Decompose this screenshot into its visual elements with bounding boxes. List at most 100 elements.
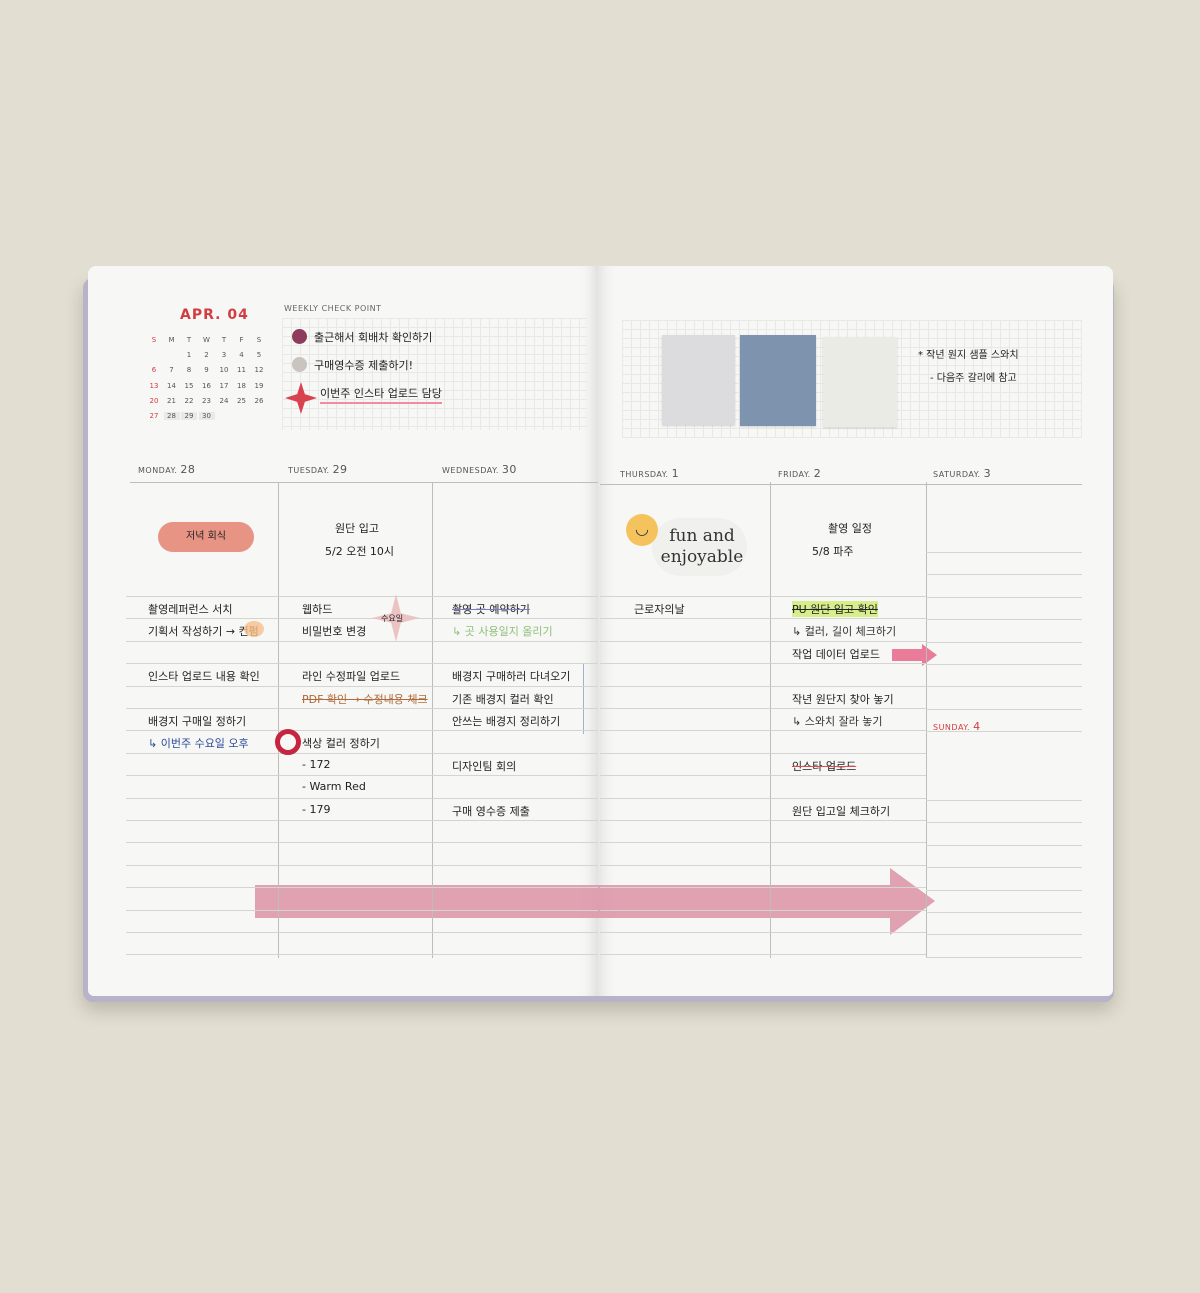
task-text[interactable]: 웹하드 [302, 603, 333, 616]
task-text[interactable]: 구매 영수증 제출 [452, 804, 530, 818]
weekly-check-item[interactable]: 출근해서 회배차 확인하기 [314, 331, 433, 344]
row-line [600, 887, 926, 889]
calendar-day[interactable]: 26 [254, 396, 264, 405]
calendar-day[interactable]: 18 [237, 381, 246, 390]
red-circle-sticker [275, 729, 301, 755]
row-line [126, 932, 598, 933]
task-text[interactable]: 인스타 업로드 [792, 759, 857, 773]
row-line [926, 619, 1082, 621]
row-line [126, 596, 598, 597]
task-text[interactable]: ↳ 이번주 수요일 오후 [148, 737, 249, 751]
row-line [600, 932, 926, 933]
calendar-day[interactable]: 9 [204, 366, 209, 375]
task-text[interactable]: ↳ 곳 사용일지 올리기 [452, 625, 553, 639]
calendar-day[interactable]: 29 [181, 412, 197, 421]
fabric-swatch [740, 335, 816, 426]
calendar-weekday: S [256, 336, 262, 344]
calendar-day[interactable]: 25 [237, 396, 246, 405]
task-text[interactable]: ↳ 컬러, 길이 체크하기 [792, 625, 897, 639]
task-text[interactable]: 기획서 작성하기 → 컨펌 [148, 625, 259, 639]
calendar-day[interactable]: 22 [184, 396, 194, 405]
row-line [600, 618, 926, 620]
row-line [126, 954, 598, 956]
calendar-day[interactable]: 2 [204, 351, 209, 359]
row-line [600, 752, 926, 754]
calendar-day[interactable]: 11 [237, 366, 246, 375]
calendar-day[interactable]: 17 [219, 381, 229, 390]
calendar-day[interactable]: 6 [151, 366, 157, 375]
task-text[interactable]: - Warm Red [302, 780, 366, 794]
task-text[interactable]: 배경지 구매일 정하기 [148, 715, 247, 728]
calendar-day[interactable]: 15 [184, 381, 194, 390]
weekly-check-item[interactable]: 구매영수증 제출하기! [314, 359, 413, 372]
calendar-day[interactable]: 16 [202, 381, 211, 390]
row-line [126, 887, 598, 889]
task-text[interactable]: 비밀번호 변경 [302, 625, 367, 639]
task-text[interactable]: - 172 [302, 757, 331, 771]
calendar-weekday: T [186, 336, 192, 344]
smiley-icon: ◡ [626, 514, 658, 546]
task-text[interactable]: 디자인팀 회의 [452, 759, 517, 773]
day-label: FRIDAY. [778, 470, 811, 479]
row-line [126, 618, 598, 620]
day-header-saturday: SATURDAY. 3 [933, 467, 991, 480]
calendar-weekday: T [221, 336, 227, 344]
task-text[interactable]: 배경지 구매하러 다녀오기 [452, 670, 571, 684]
calendar-day[interactable]: 20 [149, 396, 159, 405]
orange-highlight [244, 621, 264, 637]
calendar-day[interactable]: 8 [186, 366, 192, 375]
gray-dot-icon [292, 357, 307, 372]
calendar-day[interactable]: 5 [256, 351, 262, 359]
task-text[interactable]: PDF 확인 → 수정내용 체크 [302, 692, 428, 706]
calendar-day[interactable]: 24 [219, 396, 229, 405]
task-text[interactable]: - 179 [302, 802, 331, 816]
weekly-check-label: WEEKLY CHECK POINT [284, 304, 382, 313]
day-number: 4 [973, 720, 981, 733]
row-line [126, 820, 598, 821]
calendar-day[interactable]: 23 [202, 396, 211, 405]
task-text[interactable]: 근로자의날 [634, 603, 685, 616]
row-line [600, 864, 926, 866]
calendar-day[interactable]: 30 [198, 412, 215, 421]
task-text[interactable]: 원단 입고일 체크하기 [792, 804, 891, 818]
task-text[interactable]: 안쓰는 배경지 정리하기 [452, 715, 561, 728]
row-line [600, 797, 926, 799]
pink-arrow-sticker [255, 868, 935, 935]
row-line [600, 820, 926, 821]
task-text[interactable]: 작년 원단지 찾아 놓기 [792, 692, 894, 706]
task-text[interactable]: PU 원단 입고 확인 [792, 601, 878, 617]
calendar-day[interactable]: 27 [149, 412, 159, 421]
day-number: 28 [180, 463, 196, 476]
task-text[interactable]: 인스타 업로드 내용 확인 [148, 670, 260, 684]
task-text[interactable]: 기존 배경지 컬러 확인 [452, 692, 554, 706]
calendar-day[interactable]: 19 [254, 381, 264, 390]
weekly-check-item[interactable]: 이번주 인스타 업로드 담당 [320, 385, 442, 404]
task-text[interactable]: 라인 수정파일 업로드 [302, 670, 401, 684]
fabric-swatch [823, 337, 897, 427]
task-text[interactable]: ↳ 스와치 잘라 놓기 [792, 715, 883, 728]
task-text[interactable]: 색상 컬러 정하기 [302, 737, 380, 751]
calendar-day[interactable]: 21 [167, 396, 176, 405]
sticker-bubble [652, 518, 747, 576]
swatch-note-2: - 다음주 갈리에 참고 [930, 373, 1017, 384]
calendar-day[interactable]: 4 [239, 351, 244, 359]
calendar-weekday: F [239, 336, 244, 344]
calendar-day[interactable]: 1 [186, 351, 192, 359]
calendar-day[interactable]: 13 [149, 381, 159, 390]
row-line [126, 730, 598, 732]
row-line [926, 889, 1082, 891]
row-line [926, 686, 1082, 688]
calendar-weekday: W [203, 336, 210, 344]
calendar-day[interactable]: 7 [169, 366, 174, 375]
calendar-day[interactable]: 3 [221, 351, 227, 359]
calendar-day[interactable]: 10 [219, 366, 229, 375]
calendar-day[interactable]: 12 [254, 366, 264, 375]
calendar-day[interactable]: 14 [167, 381, 176, 390]
day-header-thursday: THURSDAY. 1 [620, 467, 679, 480]
calendar-weekday: S [151, 336, 157, 344]
star-sticker-text: 수요일 [381, 614, 404, 623]
task-text[interactable]: 작업 데이터 업로드 [792, 647, 880, 661]
task-text[interactable]: 촬영레퍼런스 서치 [148, 603, 233, 616]
task-text[interactable]: 촬영 곳 예약하기 [452, 603, 530, 616]
calendar-day[interactable]: 28 [163, 412, 180, 421]
